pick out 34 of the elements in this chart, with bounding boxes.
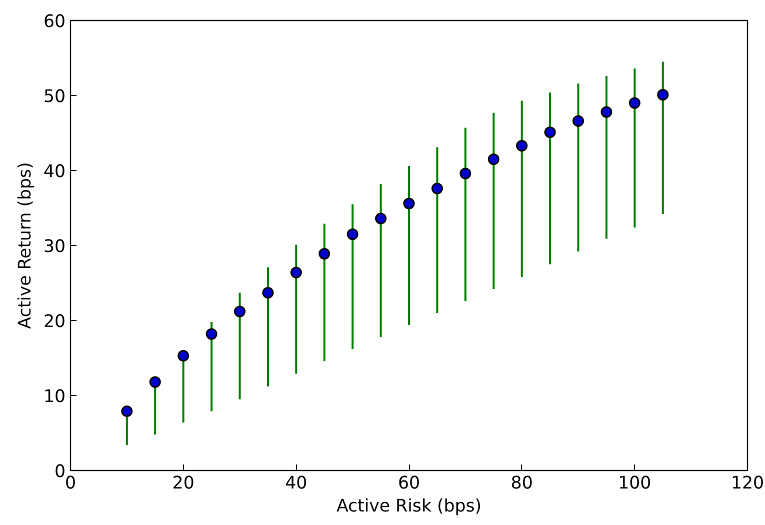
point xyxy=(544,126,556,138)
x-tick-label: 20 xyxy=(172,474,194,494)
point xyxy=(460,168,472,180)
point xyxy=(178,350,190,362)
point xyxy=(206,328,218,340)
point xyxy=(234,306,246,318)
x-axis-title: Active Risk (bps) xyxy=(336,496,482,516)
point xyxy=(121,406,133,417)
x-tick-label: 80 xyxy=(510,474,533,494)
point xyxy=(431,182,443,194)
point xyxy=(516,140,528,152)
point xyxy=(657,89,669,100)
x-tick-label: 40 xyxy=(285,474,308,494)
point xyxy=(600,106,612,118)
y-axis-title: Active Return (bps) xyxy=(15,162,36,329)
y-tick-label: 30 xyxy=(43,237,66,257)
point xyxy=(262,287,274,298)
y-tick-label: 60 xyxy=(43,12,66,32)
point xyxy=(346,228,358,240)
y-tick-label: 40 xyxy=(43,162,66,182)
y-tick-label: 50 xyxy=(43,87,66,107)
y-tick-label: 20 xyxy=(43,312,66,332)
point xyxy=(375,212,387,224)
x-tick-label: 120 xyxy=(730,474,764,494)
x-tick-label: 60 xyxy=(398,474,420,494)
x-tick-label: 100 xyxy=(618,474,652,494)
point xyxy=(572,115,584,127)
y-tick-label: 10 xyxy=(43,387,66,407)
point xyxy=(628,97,640,109)
point xyxy=(290,266,302,278)
point xyxy=(318,248,330,260)
point xyxy=(488,154,500,165)
point xyxy=(149,376,161,388)
point xyxy=(403,198,415,210)
